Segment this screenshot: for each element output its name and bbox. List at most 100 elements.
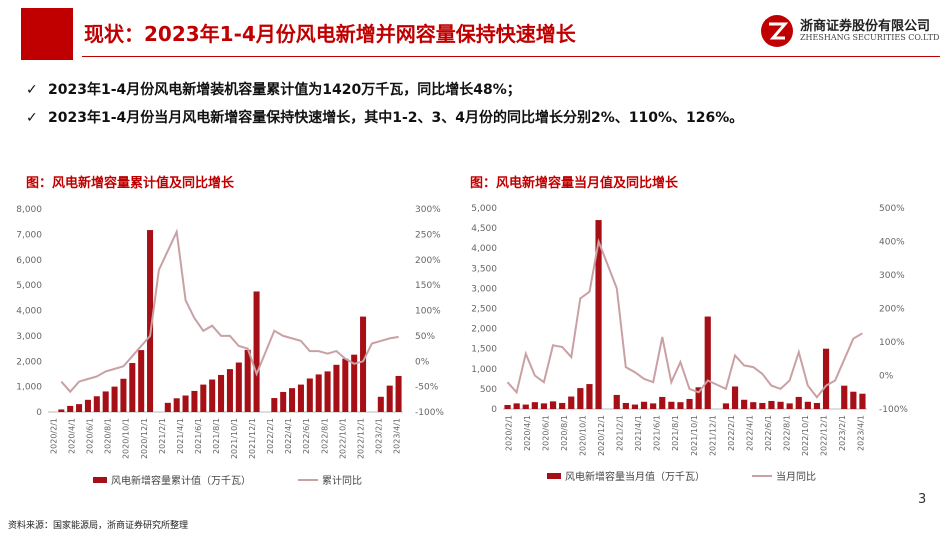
x-tick-label: 2023/4/1 [857, 415, 866, 451]
y-tick-label: 1,500 [471, 345, 497, 355]
data-bar [841, 386, 847, 409]
y-tick-label: 0 [36, 408, 42, 418]
data-bar [165, 403, 171, 412]
data-bar [768, 401, 774, 409]
x-tick-label: 2022/12/1 [356, 418, 365, 459]
data-bar [120, 379, 126, 412]
bullet-list: ✓ 2023年1-4月份风电新增装机容量累计值为1420万千瓦，同比增长48%； … [26, 79, 743, 135]
y2-tick-label: 500% [879, 204, 905, 214]
x-tick-label: 2021/8/1 [212, 418, 221, 454]
x-tick-label: 2022/12/1 [819, 415, 828, 456]
data-bar [103, 391, 109, 412]
data-bar [514, 403, 520, 409]
data-bar [200, 385, 206, 412]
logo-company-name: 浙商证券股份有限公司 [800, 15, 930, 34]
x-tick-label: 2022/4/1 [284, 418, 293, 454]
x-tick-label: 2020/12/1 [140, 418, 149, 459]
y2-tick-label: 400% [879, 238, 905, 248]
legend-bar-label: 风电新增容量累计值（万千瓦） [111, 474, 251, 487]
data-bar [396, 376, 402, 412]
x-tick-label: 2021/2/1 [158, 418, 167, 454]
data-bar [777, 402, 783, 409]
data-bar [750, 402, 756, 409]
x-tick-label: 2021/6/1 [653, 415, 662, 451]
chart-title-monthly: 图：风电新增容量当月值及同比增长 [470, 172, 678, 191]
x-tick-label: 2023/2/1 [838, 415, 847, 451]
data-bar [316, 374, 322, 412]
data-bar [280, 392, 286, 412]
x-tick-label: 2021/12/1 [708, 415, 717, 456]
data-bar [227, 369, 233, 412]
y-tick-label: 3,000 [471, 284, 497, 294]
page-number: 3 [918, 492, 926, 507]
title-divider [82, 56, 940, 57]
company-logo: 浙商证券股份有限公司 ZHESHANG SECURITIES CO.LTD [760, 14, 940, 48]
y-tick-label: 0 [491, 405, 497, 415]
x-tick-label: 2020/10/1 [579, 415, 588, 456]
y2-tick-label: 0% [879, 372, 894, 382]
data-bar [568, 397, 574, 409]
data-bar [805, 402, 811, 409]
data-bar [138, 350, 144, 412]
data-bar [129, 363, 135, 412]
data-bar [859, 394, 865, 409]
data-bar [705, 317, 711, 409]
data-bar [112, 387, 118, 412]
data-bar [577, 388, 583, 409]
y2-tick-label: 0% [415, 357, 430, 367]
y2-tick-label: -100% [879, 405, 908, 415]
x-tick-label: 2023/2/1 [374, 418, 383, 454]
y-tick-label: 4,000 [471, 244, 497, 254]
x-tick-label: 2020/10/1 [122, 418, 131, 459]
y-tick-label: 3,500 [471, 264, 497, 274]
legend-bar-label: 风电新增容量当月值（万千瓦） [565, 470, 705, 483]
legend-line-label: 累计同比 [322, 474, 362, 487]
y2-tick-label: 100% [879, 338, 905, 348]
y-tick-label: 7,000 [16, 230, 42, 240]
data-bar [307, 379, 313, 412]
title-bar: 现状：2023年1-4月份风电新增并网容量保持快速增长 浙商证券股份有限公司 Z… [0, 0, 950, 70]
data-bar [677, 402, 683, 409]
y-tick-label: 5,000 [16, 281, 42, 291]
y-tick-label: 2,500 [471, 305, 497, 315]
x-tick-label: 2020/6/1 [86, 418, 95, 454]
x-tick-label: 2020/8/1 [560, 415, 569, 451]
data-bar [532, 402, 538, 409]
y-tick-label: 2,000 [471, 325, 497, 335]
x-tick-label: 2022/8/1 [782, 415, 791, 451]
x-tick-label: 2023/4/1 [393, 418, 402, 454]
data-bar [586, 384, 592, 409]
x-tick-label: 2021/4/1 [634, 415, 643, 451]
data-bar [686, 399, 692, 409]
data-bar [236, 363, 242, 412]
x-tick-label: 2021/10/1 [690, 415, 699, 456]
data-bar [850, 392, 856, 409]
x-tick-label: 2020/8/1 [104, 418, 113, 454]
title-accent-block [21, 8, 73, 60]
source-note: 资料来源：国家能源局，浙商证券研究所整理 [8, 518, 188, 531]
data-bar [174, 398, 180, 412]
data-bar [271, 398, 277, 412]
y-tick-label: 2,000 [16, 357, 42, 367]
data-bar [325, 371, 331, 412]
x-tick-label: 2021/10/1 [230, 418, 239, 459]
check-icon: ✓ [26, 110, 48, 126]
data-bar [504, 405, 510, 409]
data-bar [723, 403, 729, 409]
data-bar [641, 402, 647, 409]
data-bar [823, 349, 829, 409]
data-bar [85, 400, 91, 412]
data-bar [632, 405, 638, 409]
data-bar [759, 403, 765, 409]
x-tick-label: 2020/4/1 [68, 418, 77, 454]
x-tick-label: 2022/6/1 [764, 415, 773, 451]
x-tick-label: 2022/10/1 [801, 415, 810, 456]
data-bar [387, 386, 393, 412]
x-tick-label: 2021/2/1 [616, 415, 625, 451]
data-bar [58, 409, 64, 412]
data-bar [94, 396, 100, 412]
legend-bar-swatch [93, 477, 107, 483]
bullet-text: 2023年1-4月份风电新增装机容量累计值为1420万千瓦，同比增长48%； [48, 82, 521, 98]
data-bar [191, 391, 197, 412]
y-tick-label: 6,000 [16, 256, 42, 266]
